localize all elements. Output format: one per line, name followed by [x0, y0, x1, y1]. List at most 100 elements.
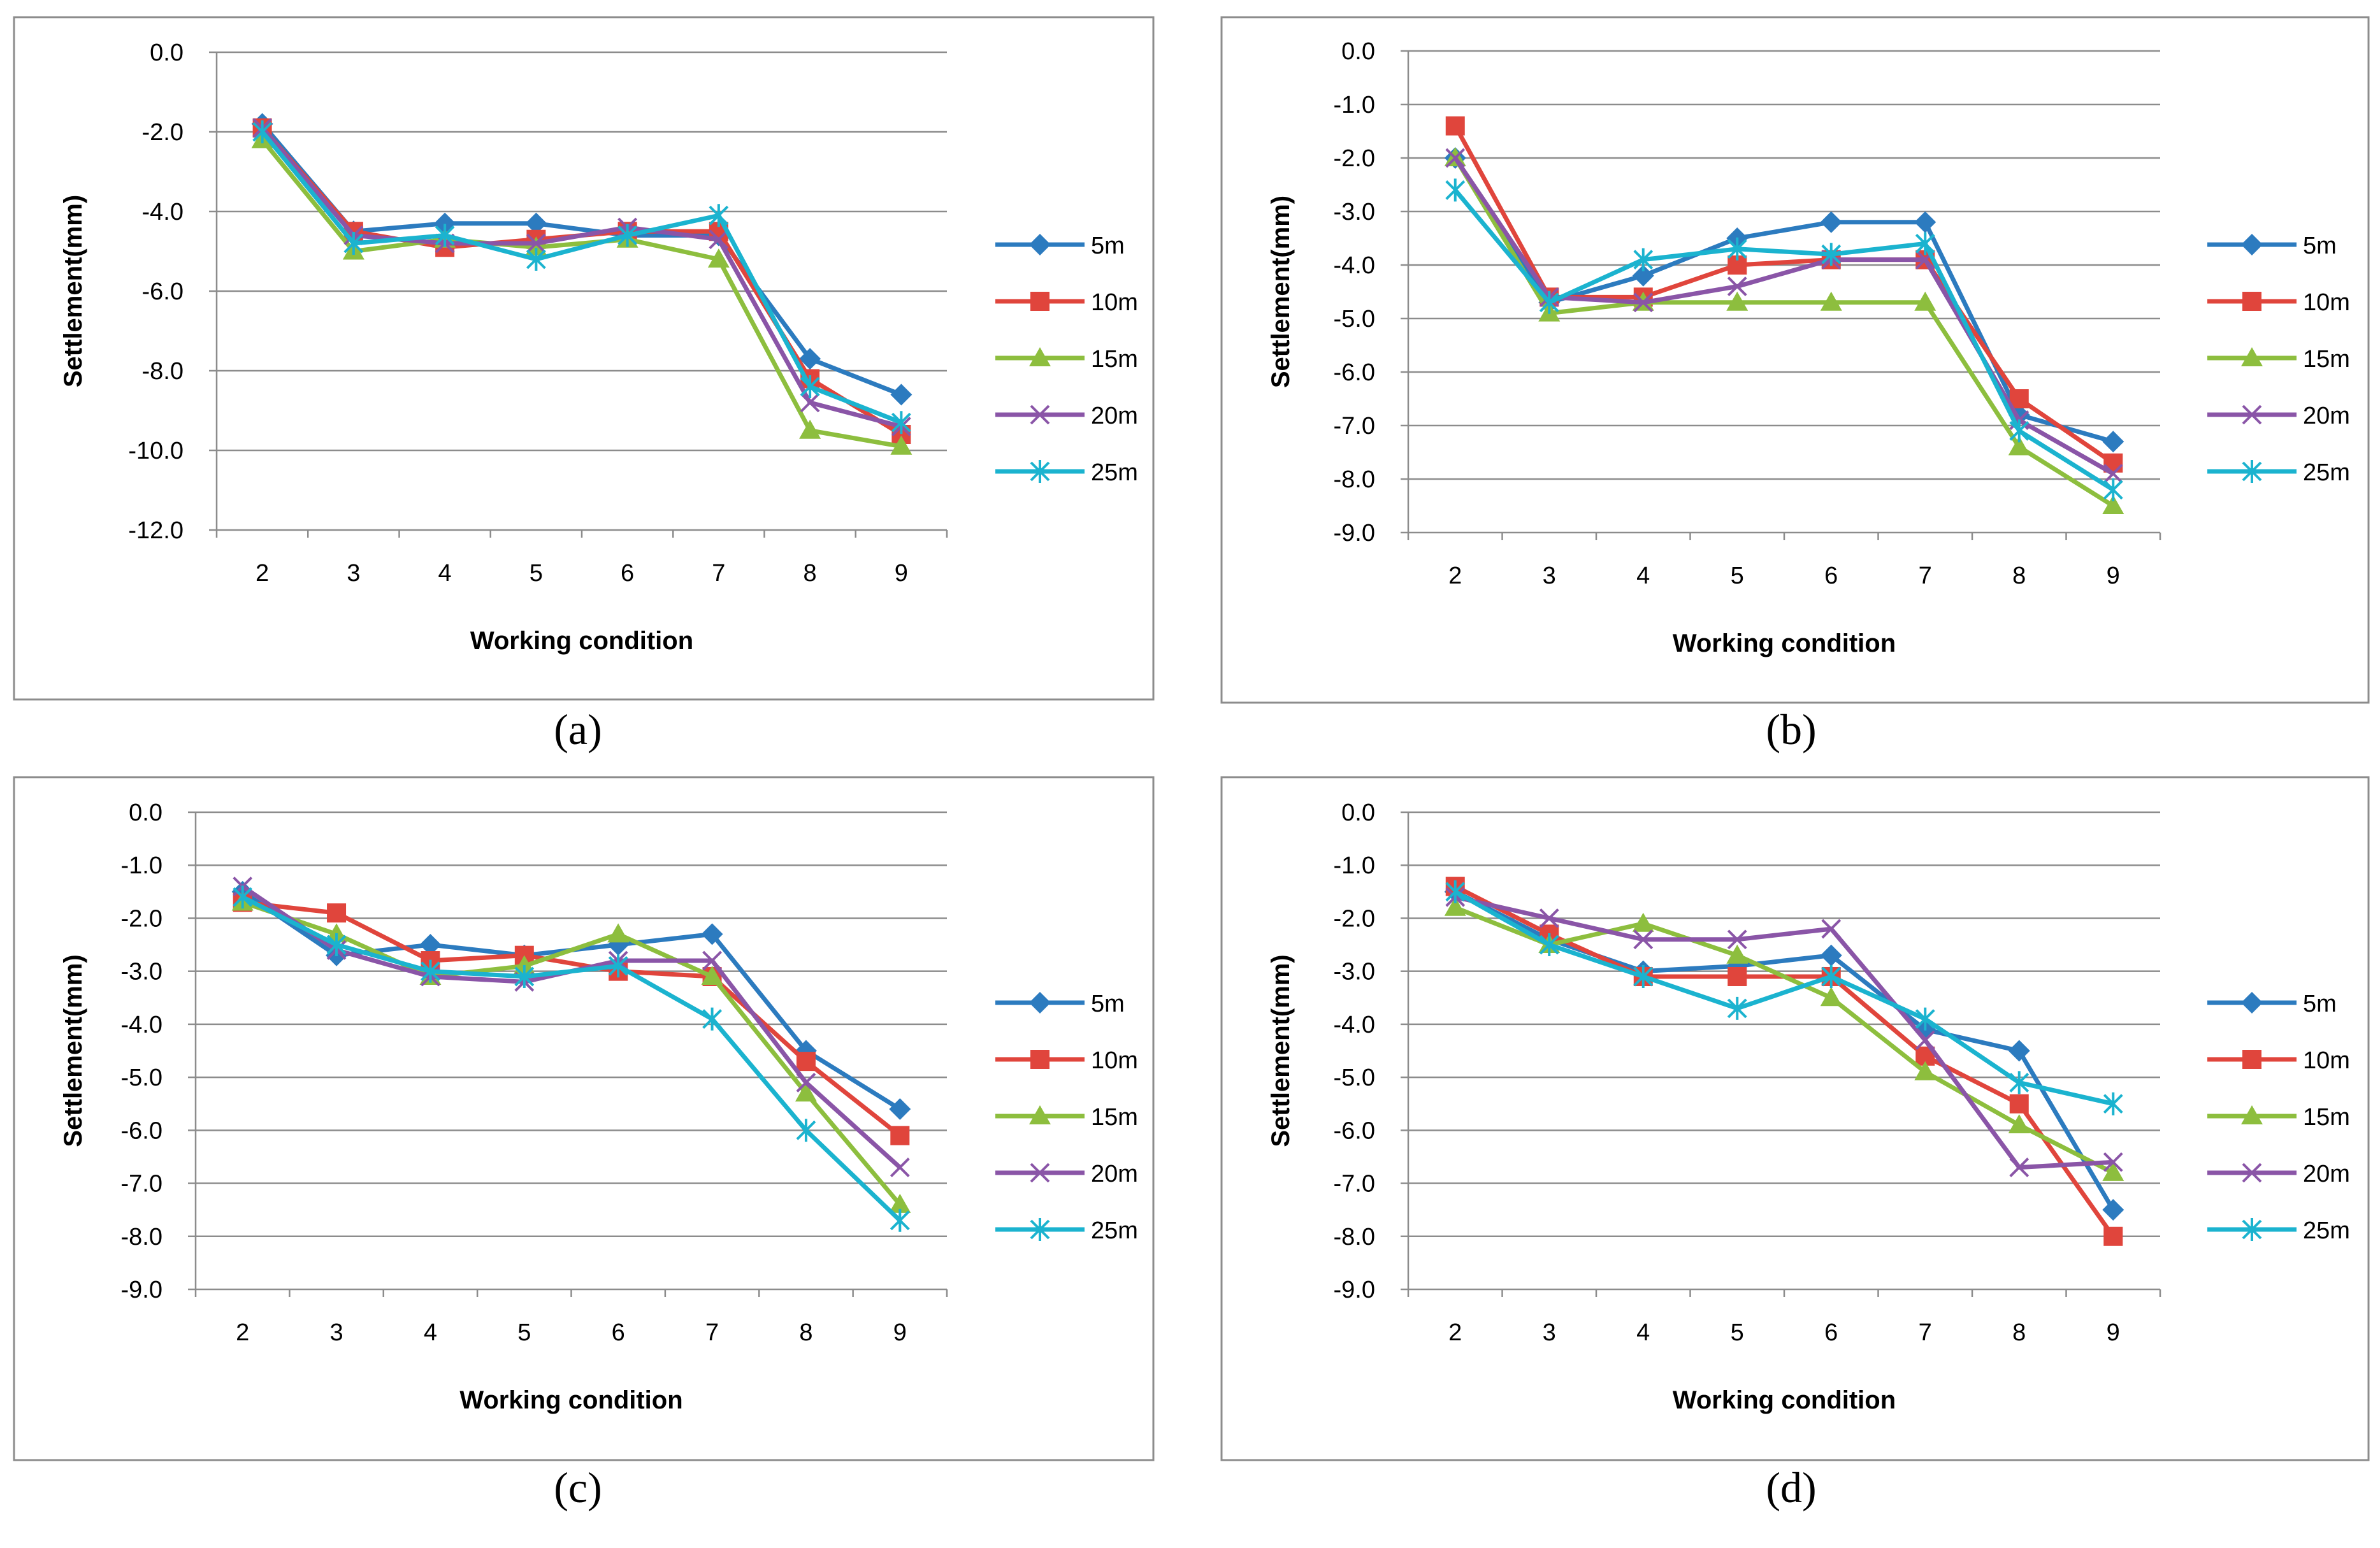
- data-point-25m: [514, 964, 535, 988]
- x-tick-label: 8: [799, 1319, 812, 1346]
- y-axis-label: Settlement(mm): [1267, 954, 1295, 1147]
- legend-marker-20m: [2242, 405, 2262, 425]
- y-axis-label: Settlement(mm): [59, 195, 87, 387]
- legend-marker-25m: [1030, 1218, 1050, 1241]
- series-line-5m: [260, 122, 902, 397]
- series-25m: [233, 885, 910, 1232]
- x-axis-label: Working condition: [470, 627, 693, 655]
- data-point-20m: [1445, 148, 1466, 168]
- data-point-25m: [1633, 964, 1654, 988]
- data-point-20m: [702, 950, 722, 971]
- y-tick-label: -8.0: [1334, 1224, 1375, 1251]
- x-tick-label: 7: [705, 1319, 719, 1346]
- legend-marker-5m: [2241, 234, 2263, 255]
- x-tick-label: 2: [1448, 563, 1462, 589]
- data-point-20m: [709, 229, 729, 250]
- y-tick-label: -2.0: [121, 905, 162, 932]
- data-point-15m: [890, 435, 912, 455]
- data-point-20m: [1821, 919, 1842, 939]
- x-tick-label: 4: [1636, 563, 1650, 589]
- data-point-5m: [701, 923, 723, 945]
- legend-label-10m: 10m: [1091, 289, 1138, 316]
- legend-label-10m: 10m: [2303, 1047, 2350, 1074]
- x-tick-label: 3: [1543, 1319, 1556, 1346]
- data-point-20m: [2009, 1157, 2030, 1178]
- y-tick-label: 0.0: [1341, 38, 1375, 65]
- y-tick-label: -6.0: [1334, 1117, 1375, 1144]
- data-point-15m: [1726, 291, 1749, 311]
- chart-frame: [1220, 776, 2370, 1461]
- data-point-15m: [1914, 291, 1936, 311]
- y-tick-label: -9.0: [1334, 520, 1375, 547]
- legend-marker-5m: [2241, 992, 2263, 1014]
- y-tick-label: -5.0: [121, 1064, 162, 1091]
- data-point-20m: [1727, 929, 1747, 950]
- data-point-20m: [2103, 464, 2123, 484]
- data-point-25m: [800, 375, 820, 398]
- legend-label-10m: 10m: [2303, 289, 2350, 316]
- legend-label-15m: 15m: [2303, 346, 2350, 373]
- y-tick-label: -8.0: [142, 358, 184, 385]
- legend-label-20m: 20m: [1091, 403, 1138, 429]
- data-point-20m: [800, 392, 820, 413]
- chart-frame: [13, 16, 1155, 701]
- x-axis-label: Working condition: [459, 1386, 682, 1414]
- legend-label-5m: 5m: [2303, 991, 2337, 1017]
- data-point-5m: [890, 383, 912, 406]
- data-point-25m: [1539, 933, 1559, 957]
- y-tick-label: -4.0: [1334, 252, 1375, 279]
- legend-label-5m: 5m: [1091, 233, 1125, 259]
- data-point-5m: [2008, 1040, 2030, 1062]
- legend-label-20m: 20m: [2303, 403, 2350, 429]
- y-tick-label: -3.0: [1334, 199, 1375, 226]
- x-tick-label: 4: [438, 560, 452, 587]
- data-point-10m: [2009, 1094, 2029, 1114]
- y-tick-label: -7.0: [1334, 1171, 1375, 1198]
- legend-label-5m: 5m: [2303, 233, 2337, 259]
- caption-d: (d): [1766, 1463, 1816, 1512]
- data-point-25m: [1445, 178, 1466, 202]
- y-tick-label: -8.0: [1334, 466, 1375, 493]
- data-point-25m: [1915, 232, 1935, 255]
- data-point-25m: [1915, 1007, 1935, 1031]
- data-point-15m: [1914, 1061, 1936, 1080]
- x-tick-label: 5: [1731, 1319, 1744, 1346]
- series-line-15m: [242, 900, 902, 1207]
- data-point-20m: [796, 1073, 816, 1093]
- chart-frame: [13, 776, 1155, 1461]
- y-tick-label: -12.0: [128, 517, 184, 544]
- series-line-5m: [1454, 889, 2116, 1211]
- y-tick-label: -8.0: [121, 1224, 162, 1251]
- data-point-15m: [525, 236, 547, 256]
- x-tick-label: 4: [424, 1319, 437, 1346]
- caption-b: (b): [1766, 705, 1816, 754]
- data-point-15m: [1820, 291, 1842, 311]
- y-tick-label: -3.0: [121, 959, 162, 985]
- y-tick-label: -6.0: [1334, 359, 1375, 386]
- data-point-15m: [1726, 944, 1749, 964]
- y-tick-label: -9.0: [121, 1277, 162, 1303]
- y-tick-label: -4.0: [1334, 1012, 1375, 1038]
- data-point-25m: [1821, 964, 1842, 988]
- legend-marker-5m: [1029, 992, 1051, 1014]
- data-point-20m: [1633, 292, 1654, 313]
- x-tick-label: 9: [893, 1319, 907, 1346]
- legend-label-20m: 20m: [2303, 1161, 2350, 1187]
- legend-marker-10m: [1030, 292, 1049, 311]
- series-25m: [252, 120, 911, 434]
- y-tick-label: 0.0: [129, 799, 162, 826]
- data-point-20m: [1727, 276, 1747, 297]
- x-axis-label: Working condition: [1673, 1386, 1896, 1414]
- legend-marker-10m: [2242, 292, 2261, 311]
- legend-marker-25m: [2242, 1218, 2262, 1241]
- data-point-15m: [799, 419, 821, 439]
- legend-label-25m: 25m: [1091, 459, 1138, 486]
- data-point-25m: [252, 120, 273, 143]
- data-point-15m: [1820, 987, 1842, 1007]
- data-point-25m: [608, 954, 628, 978]
- series-line-10m: [242, 899, 902, 1138]
- data-point-20m: [2103, 1152, 2123, 1172]
- series-line-20m: [260, 126, 902, 429]
- chart-b: 0.0 -1.0 -2.0 -3.0 -4.0 -5.0 -6.0 -7.0 -8.0 -9.0 2…: [1220, 16, 2370, 754]
